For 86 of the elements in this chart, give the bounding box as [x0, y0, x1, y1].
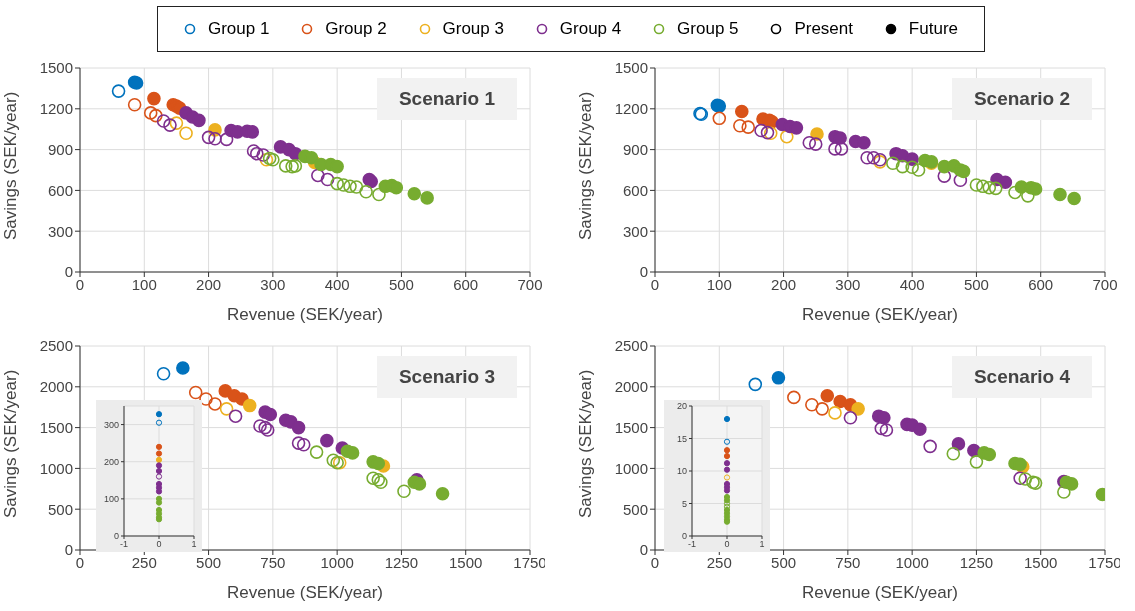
- y-tick-label: 500: [622, 500, 648, 518]
- x-tick-label: 700: [517, 275, 543, 293]
- x-tick-label: 500: [388, 275, 414, 293]
- y-tick-label: 500: [47, 500, 73, 518]
- legend-label: Group 1: [207, 19, 270, 39]
- x-tick-label: 700: [1092, 275, 1118, 293]
- x-tick-label: 250: [706, 553, 732, 571]
- x-tick-label: 600: [1028, 275, 1054, 293]
- text: Scenario 4: [952, 356, 1092, 398]
- y-tick-label: 1500: [614, 418, 648, 436]
- y-tick-label: 2000: [39, 378, 73, 396]
- y-axis-title: Savings (SEK/year): [1, 369, 21, 518]
- x-tick-label: 100: [131, 275, 157, 293]
- x-tick-label: 250: [131, 553, 157, 571]
- x-tick-label: 500: [771, 553, 797, 571]
- x-tick-label: 1250: [384, 553, 419, 571]
- x-tick-label: 1: [759, 539, 765, 550]
- y-tick-label: 600: [47, 181, 73, 199]
- y-tick-label: 15: [676, 433, 687, 444]
- y-tick-label: 1000: [614, 459, 648, 477]
- x-tick-label: 0: [75, 553, 85, 571]
- x-axis-title: Revenue (SEK/year): [802, 583, 958, 602]
- x-tick-label: 100: [706, 275, 732, 293]
- x-tick-label: 750: [260, 553, 286, 571]
- legend-label: Present: [794, 19, 853, 39]
- x-tick-label: 300: [260, 275, 286, 293]
- y-tick-label: 300: [103, 419, 119, 430]
- legend-label: Future: [908, 19, 958, 39]
- x-tick-label: 0: [724, 539, 730, 550]
- y-tick-label: 0: [64, 263, 73, 281]
- legend-label: Group 5: [677, 19, 739, 39]
- y-axis-title: Savings (SEK/year): [576, 369, 596, 518]
- y-tick-label: 1000: [39, 459, 73, 477]
- text: Scenario 1: [377, 78, 517, 120]
- x-tick-label: 1500: [1024, 553, 1058, 571]
- y-tick-label: 2000: [614, 378, 648, 396]
- x-axis-title: Revenue (SEK/year): [227, 305, 383, 324]
- x-tick-label: 0: [75, 275, 85, 293]
- y-axis-title: Savings (SEK/year): [1, 91, 21, 240]
- x-tick-label: -1: [119, 539, 129, 550]
- y-tick-label: 2500: [614, 337, 648, 355]
- x-tick-label: 1250: [959, 553, 994, 571]
- y-tick-label: 0: [681, 531, 687, 542]
- x-tick-label: 500: [963, 275, 989, 293]
- y-tick-label: 300: [47, 222, 73, 240]
- y-tick-label: 300: [622, 222, 648, 240]
- y-tick-label: 5: [681, 498, 687, 509]
- x-tick-label: 0: [156, 539, 162, 550]
- x-tick-label: 750: [835, 553, 861, 571]
- x-tick-label: 1500: [449, 553, 483, 571]
- x-axis-title: Revenue (SEK/year): [227, 583, 383, 602]
- y-tick-label: 900: [47, 140, 73, 158]
- legend-label: Group 3: [442, 19, 504, 39]
- x-tick-label: -1: [687, 539, 697, 550]
- y-tick-label: 2500: [39, 337, 73, 355]
- text: Scenario 2: [952, 78, 1092, 120]
- x-tick-label: 1000: [895, 553, 929, 571]
- x-tick-label: 300: [835, 275, 861, 293]
- y-tick-label: 1500: [39, 418, 73, 436]
- x-axis-title: Revenue (SEK/year): [802, 305, 958, 324]
- text: Scenario 3: [377, 356, 517, 398]
- x-tick-label: 400: [899, 275, 925, 293]
- y-axis-title: Savings (SEK/year): [576, 91, 596, 240]
- y-tick-label: 20: [676, 401, 687, 412]
- y-tick-label: 100: [103, 494, 119, 505]
- y-tick-label: 1200: [39, 100, 73, 118]
- y-tick-label: 1200: [614, 100, 648, 118]
- y-tick-label: 900: [622, 140, 648, 158]
- legend-label: Group 4: [559, 19, 622, 39]
- y-tick-label: 0: [639, 263, 648, 281]
- x-tick-label: 0: [650, 275, 660, 293]
- y-tick-label: 1500: [614, 59, 648, 77]
- legend-label: Group 2: [325, 19, 387, 39]
- y-tick-label: 10: [676, 466, 687, 477]
- x-tick-label: 500: [196, 553, 222, 571]
- y-tick-label: 0: [113, 531, 119, 542]
- x-tick-label: 200: [771, 275, 797, 293]
- x-tick-label: 0: [650, 553, 660, 571]
- x-tick-label: 600: [453, 275, 479, 293]
- x-tick-label: 400: [324, 275, 350, 293]
- y-tick-label: 200: [103, 456, 119, 467]
- y-tick-label: 1500: [39, 59, 73, 77]
- y-tick-label: 600: [622, 181, 648, 199]
- x-tick-label: 200: [196, 275, 222, 293]
- x-tick-label: 1: [191, 539, 197, 550]
- x-tick-label: 1000: [320, 553, 354, 571]
